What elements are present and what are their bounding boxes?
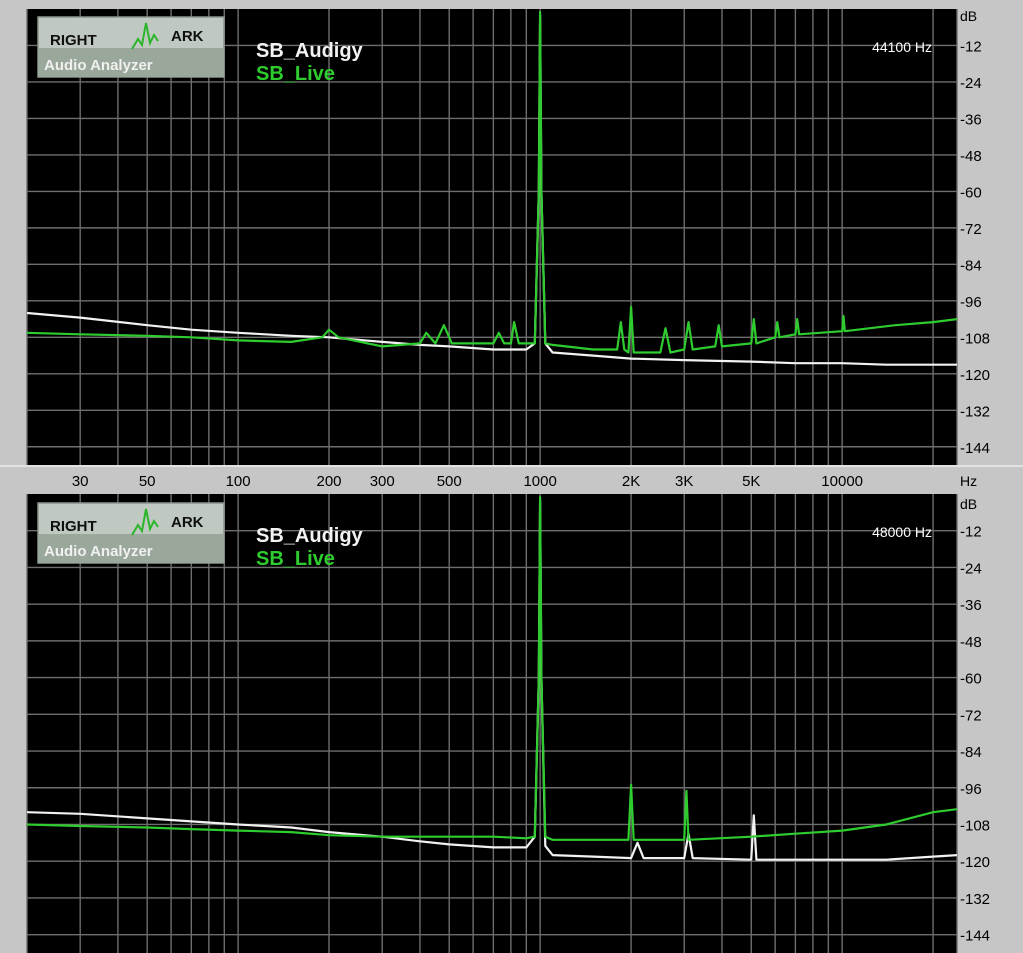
series-line-sb-live — [26, 10, 958, 354]
legend-item-sb-audigy: SB_Audigy — [256, 40, 364, 62]
y-tick-label: -12 — [960, 524, 982, 541]
legend-item-sb-live: SB_Live — [256, 548, 335, 570]
logo-text-right: RIGHT — [50, 518, 97, 535]
logo-text-right: RIGHT — [50, 32, 97, 49]
y-tick-label: -144 — [960, 440, 990, 457]
logo-text-ark: ARK — [171, 28, 204, 45]
y-tick-label: -120 — [960, 367, 990, 384]
y-axis-bottom: dB -12 -24 -36 -48 -60 -72 -84 -96 -108 -120 -132 -… — [960, 496, 990, 945]
logo-text-analyzer: Audio Analyzer — [44, 543, 153, 560]
y-tick-label: -72 — [960, 221, 982, 238]
x-tick-label: 200 — [317, 473, 342, 490]
y-tick-label: -132 — [960, 403, 990, 420]
y-tick-label: -96 — [960, 781, 982, 798]
spectrum-panel-44100: 44100 Hz — [26, 9, 958, 465]
y-tick-label: -84 — [960, 257, 982, 274]
y-tick-label: -144 — [960, 928, 990, 945]
sample-rate-label: 48000 Hz — [872, 524, 932, 540]
y-axis-unit: dB — [960, 8, 977, 24]
y-tick-label: -36 — [960, 597, 982, 614]
sample-rate-label: 44100 Hz — [872, 39, 932, 55]
x-tick-label: 30 — [72, 473, 89, 490]
y-tick-label: -24 — [960, 75, 982, 92]
y-tick-label: -120 — [960, 854, 990, 871]
x-tick-label: 500 — [437, 473, 462, 490]
logo-text-analyzer: Audio Analyzer — [44, 57, 153, 74]
legend-item-sb-live: SB_Live — [256, 63, 335, 85]
legend-item-sb-audigy: SB_Audigy — [256, 525, 364, 547]
legend: SB_Audigy SB_Live — [256, 40, 364, 85]
grid — [26, 494, 958, 953]
series-line-sb-live — [26, 496, 958, 841]
y-tick-label: -84 — [960, 744, 982, 761]
spectrum-panel-48000: 48000 Hz — [26, 494, 958, 953]
x-axis-unit: Hz — [960, 473, 977, 489]
x-tick-label: 3K — [675, 473, 693, 490]
rightmark-logo: RIGHT ARK Audio Analyzer — [37, 16, 225, 78]
grid — [26, 9, 958, 465]
x-axis-strip — [0, 465, 1023, 494]
x-axis: Hz 30 50 100 200 300 500 1000 2K 3K 5K 10000 — [0, 465, 1023, 494]
y-tick-label: -132 — [960, 891, 990, 908]
x-tick-label: 5K — [742, 473, 760, 490]
y-tick-label: -60 — [960, 671, 982, 688]
y-tick-label: -48 — [960, 148, 982, 165]
y-tick-label: -108 — [960, 817, 990, 834]
x-tick-label: 1000 — [523, 473, 556, 490]
y-tick-label: -72 — [960, 707, 982, 724]
x-tick-label: 50 — [139, 473, 156, 490]
y-axis-unit: dB — [960, 496, 977, 512]
logo-text-ark: ARK — [171, 514, 204, 531]
x-tick-label: 2K — [622, 473, 640, 490]
y-tick-label: -48 — [960, 634, 982, 651]
plot-area — [27, 9, 957, 465]
rightmark-logo: RIGHT ARK Audio Analyzer — [37, 502, 225, 564]
series-line-sb-audigy — [26, 499, 958, 861]
x-tick-label: 10000 — [821, 473, 863, 490]
plot-area — [27, 494, 957, 953]
y-tick-label: -96 — [960, 294, 982, 311]
traces — [26, 496, 958, 861]
y-tick-label: -36 — [960, 111, 982, 128]
x-tick-label: 100 — [226, 473, 251, 490]
legend: SB_Audigy SB_Live — [256, 525, 364, 570]
y-tick-label: -60 — [960, 184, 982, 201]
y-tick-label: -108 — [960, 330, 990, 347]
x-tick-label: 300 — [370, 473, 395, 490]
y-axis-top: dB -12 -24 -36 -48 -60 -72 -84 -96 -108 -120 -132 -… — [960, 8, 990, 457]
traces — [26, 10, 958, 366]
y-tick-label: -24 — [960, 560, 982, 577]
y-tick-label: -12 — [960, 38, 982, 55]
